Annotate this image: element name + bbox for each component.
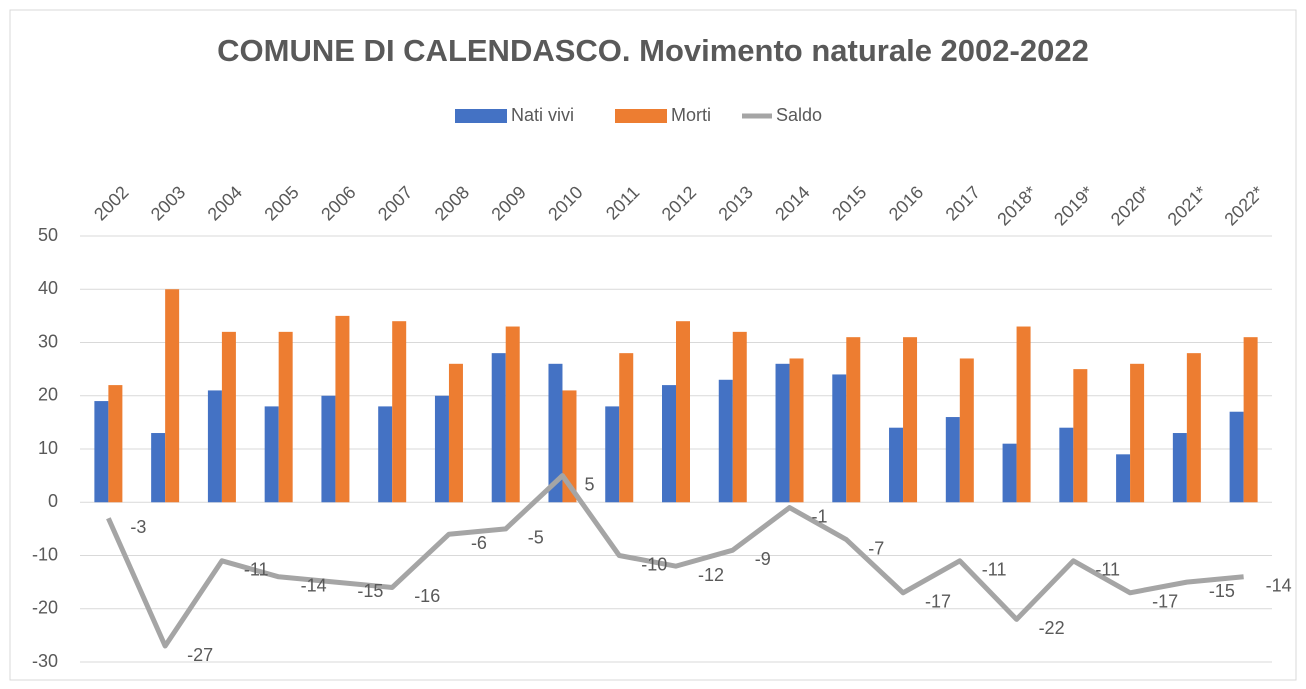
bar bbox=[1016, 326, 1031, 503]
legend-label: Morti bbox=[671, 105, 711, 125]
bar bbox=[221, 331, 236, 503]
y-tick-label: 50 bbox=[38, 225, 58, 245]
bar bbox=[903, 337, 918, 503]
y-tick-label: 40 bbox=[38, 278, 58, 298]
data-label: -5 bbox=[528, 528, 544, 548]
chart-title: COMUNE DI CALENDASCO. Movimento naturale… bbox=[217, 33, 1089, 68]
bar bbox=[1229, 411, 1244, 503]
data-label: -3 bbox=[130, 517, 146, 537]
data-label: -7 bbox=[868, 538, 884, 558]
bar bbox=[1073, 369, 1088, 503]
legend-label: Nati vivi bbox=[511, 105, 574, 125]
bar bbox=[108, 385, 123, 503]
bar bbox=[264, 406, 279, 503]
bar bbox=[619, 353, 634, 503]
data-label: -17 bbox=[925, 592, 951, 612]
bar bbox=[945, 417, 960, 503]
bar bbox=[94, 401, 109, 503]
bar bbox=[562, 390, 577, 503]
bar bbox=[732, 331, 747, 503]
data-label: -27 bbox=[187, 645, 213, 665]
bar bbox=[1186, 353, 1201, 503]
data-label: -17 bbox=[1152, 592, 1178, 612]
data-label: -6 bbox=[471, 533, 487, 553]
bar bbox=[448, 363, 463, 503]
bar bbox=[278, 331, 293, 503]
y-tick-label: 30 bbox=[38, 331, 58, 351]
bar bbox=[1059, 427, 1074, 503]
bar bbox=[378, 406, 393, 503]
bar bbox=[434, 395, 449, 503]
data-label: -10 bbox=[641, 554, 667, 574]
data-label: -11 bbox=[1095, 560, 1120, 580]
bar bbox=[1116, 454, 1131, 503]
y-tick-label: -30 bbox=[32, 651, 58, 671]
data-label: -15 bbox=[357, 581, 383, 601]
data-label: -9 bbox=[755, 549, 771, 569]
bar bbox=[605, 406, 620, 503]
legend-label: Saldo bbox=[776, 105, 822, 125]
y-tick-label: 0 bbox=[48, 491, 58, 511]
bar bbox=[718, 379, 733, 503]
bar bbox=[1002, 443, 1017, 503]
bar bbox=[789, 358, 804, 503]
line bbox=[106, 473, 1244, 649]
bar bbox=[662, 385, 676, 503]
bar bbox=[775, 363, 790, 503]
bar bbox=[959, 358, 974, 503]
y-tick-label: -10 bbox=[32, 544, 58, 564]
bar bbox=[335, 315, 350, 503]
bar bbox=[165, 289, 180, 503]
data-label: -15 bbox=[1209, 581, 1235, 601]
bar bbox=[491, 353, 506, 503]
legend-swatch bbox=[615, 109, 667, 123]
bar bbox=[548, 363, 563, 503]
legend-swatch bbox=[455, 109, 507, 123]
data-label: -11 bbox=[982, 560, 1007, 580]
bar bbox=[207, 390, 222, 503]
data-label: -22 bbox=[1039, 618, 1065, 638]
data-label: -14 bbox=[301, 576, 327, 596]
bar bbox=[832, 374, 847, 503]
bar bbox=[846, 337, 861, 503]
y-tick-label: -20 bbox=[32, 598, 58, 618]
data-label: -1 bbox=[812, 506, 828, 526]
bar bbox=[505, 326, 520, 503]
bar bbox=[1243, 337, 1258, 503]
y-tick-label: 20 bbox=[38, 385, 58, 405]
bar bbox=[321, 395, 336, 503]
data-label: -14 bbox=[1266, 576, 1292, 596]
data-label: -12 bbox=[698, 565, 724, 585]
y-tick-label: 10 bbox=[38, 438, 58, 458]
bar bbox=[151, 433, 166, 503]
bar bbox=[1172, 433, 1187, 503]
data-label: 5 bbox=[584, 474, 594, 494]
bar bbox=[392, 321, 407, 503]
bar bbox=[676, 321, 690, 503]
bar bbox=[889, 427, 904, 503]
data-label: -16 bbox=[414, 586, 440, 606]
bar bbox=[1130, 363, 1145, 503]
data-label: -11 bbox=[244, 560, 269, 580]
